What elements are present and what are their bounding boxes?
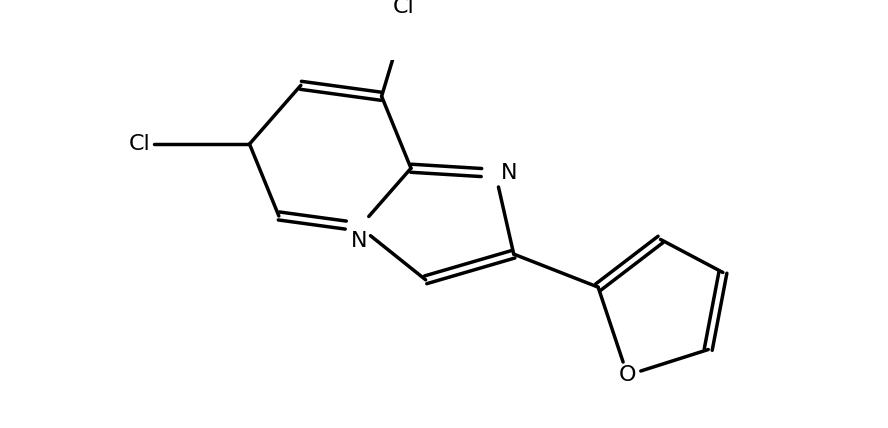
Text: O: O [619,365,636,385]
Text: Cl: Cl [129,134,150,154]
Text: N: N [501,163,518,183]
Text: Cl: Cl [392,0,415,17]
Text: N: N [352,231,368,251]
